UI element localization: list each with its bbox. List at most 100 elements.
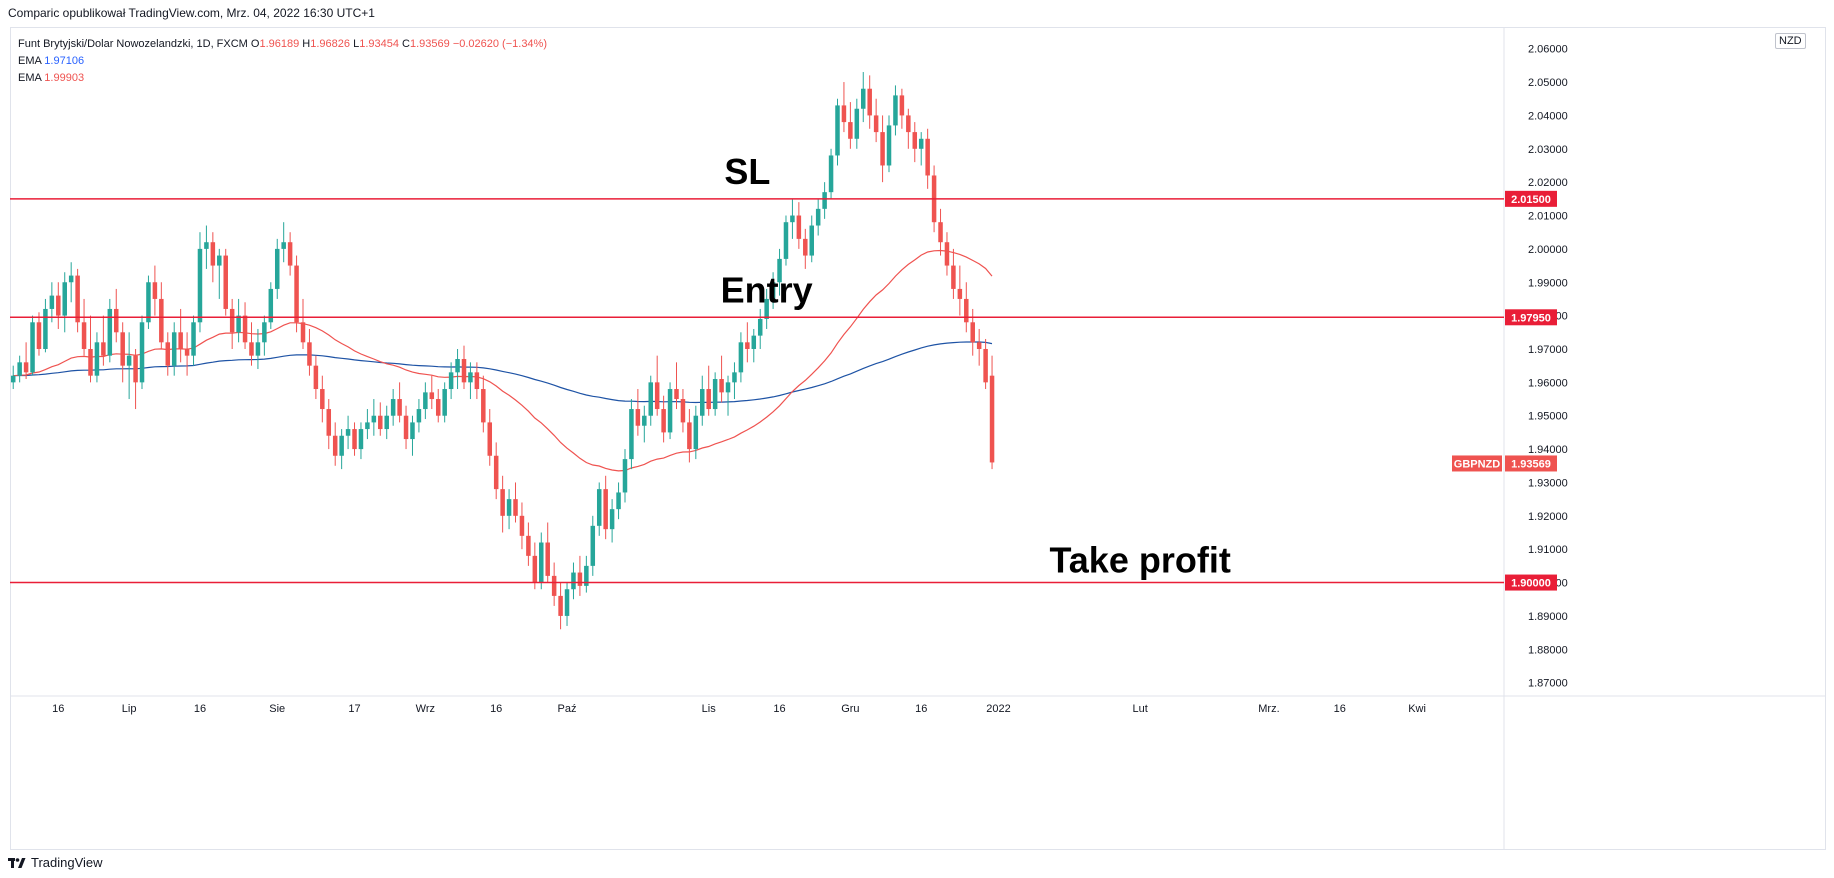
candle-body[interactable] bbox=[36, 322, 42, 349]
candle-body[interactable] bbox=[757, 318, 763, 336]
candle-body[interactable] bbox=[397, 399, 402, 416]
candle-body[interactable] bbox=[706, 389, 711, 410]
candle-body[interactable] bbox=[332, 435, 338, 456]
candle-body[interactable] bbox=[532, 555, 538, 583]
candle-body[interactable] bbox=[281, 242, 286, 249]
candle-body[interactable] bbox=[229, 308, 235, 333]
candle-body[interactable] bbox=[255, 342, 261, 356]
candle-body[interactable] bbox=[654, 382, 660, 410]
candle-body[interactable] bbox=[94, 342, 100, 376]
candle-body[interactable] bbox=[390, 399, 396, 416]
candle-body[interactable] bbox=[403, 415, 409, 440]
candle-body[interactable] bbox=[854, 108, 860, 139]
candle-body[interactable] bbox=[88, 348, 93, 376]
candle-body[interactable] bbox=[912, 132, 918, 149]
candle-body[interactable] bbox=[223, 255, 228, 309]
candle-body[interactable] bbox=[886, 125, 892, 166]
candle-body[interactable] bbox=[23, 362, 29, 373]
candle-body[interactable] bbox=[146, 282, 151, 323]
candle-body[interactable] bbox=[790, 215, 795, 223]
candle-body[interactable] bbox=[114, 308, 119, 333]
candle-body[interactable] bbox=[861, 88, 866, 109]
ema-slow-legend[interactable]: EMA 1.99903 bbox=[18, 70, 547, 87]
candle-body[interactable] bbox=[68, 275, 74, 283]
candle-body[interactable] bbox=[81, 322, 87, 349]
candle-body[interactable] bbox=[828, 155, 834, 193]
candle-body[interactable] bbox=[294, 265, 299, 323]
candle-body[interactable] bbox=[841, 105, 847, 123]
candle-body[interactable] bbox=[204, 242, 209, 249]
price-chart[interactable]: 1.87000 1.88000 1.89000 1.90000 1.91000 1.920… bbox=[10, 27, 1826, 850]
candle-body[interactable] bbox=[809, 225, 814, 256]
candle-body[interactable] bbox=[468, 372, 473, 383]
candle-body[interactable] bbox=[423, 392, 428, 410]
candle-body[interactable] bbox=[951, 265, 956, 289]
candle-body[interactable] bbox=[867, 88, 872, 116]
candle-body[interactable] bbox=[165, 342, 171, 366]
candle-body[interactable] bbox=[629, 409, 634, 460]
candle-body[interactable] bbox=[210, 242, 216, 266]
candle-body[interactable] bbox=[674, 389, 679, 400]
candle-body[interactable] bbox=[101, 342, 106, 356]
candle-body[interactable] bbox=[481, 389, 486, 423]
candle-body[interactable] bbox=[558, 595, 563, 616]
candle-body[interactable] bbox=[236, 315, 241, 333]
candle-body[interactable] bbox=[313, 365, 319, 390]
candle-body[interactable] bbox=[133, 355, 138, 383]
candle-body[interactable] bbox=[474, 372, 480, 390]
chart-pane[interactable]: 1.87000 1.88000 1.89000 1.90000 1.91000 1.920… bbox=[10, 27, 1826, 850]
candle-body[interactable] bbox=[667, 389, 673, 433]
candle-body[interactable] bbox=[944, 242, 950, 266]
candle-body[interactable] bbox=[622, 459, 628, 493]
candle-body[interactable] bbox=[551, 575, 557, 596]
candle-body[interactable] bbox=[62, 282, 67, 316]
candle-body[interactable] bbox=[712, 379, 718, 410]
candle-body[interactable] bbox=[539, 542, 544, 583]
currency-selector[interactable]: NZD bbox=[1775, 33, 1806, 49]
candle-body[interactable] bbox=[899, 95, 905, 116]
candle-body[interactable] bbox=[320, 389, 325, 410]
candle-body[interactable] bbox=[918, 138, 924, 149]
candle-body[interactable] bbox=[410, 422, 415, 440]
candle-body[interactable] bbox=[925, 138, 930, 176]
candle-body[interactable] bbox=[191, 322, 196, 356]
candle-body[interactable] bbox=[300, 322, 306, 343]
candle-body[interactable] bbox=[49, 295, 55, 309]
candle-body[interactable] bbox=[448, 372, 454, 390]
candle-body[interactable] bbox=[564, 589, 570, 616]
candle-body[interactable] bbox=[687, 422, 692, 450]
candle-body[interactable] bbox=[777, 258, 782, 283]
candle-body[interactable] bbox=[442, 389, 447, 416]
candle-body[interactable] bbox=[616, 492, 621, 510]
candle-body[interactable] bbox=[107, 308, 113, 356]
candle-body[interactable] bbox=[609, 509, 615, 530]
candle-body[interactable] bbox=[345, 429, 351, 436]
candle-body[interactable] bbox=[764, 298, 769, 319]
candle-body[interactable] bbox=[500, 489, 505, 516]
candle-body[interactable] bbox=[815, 208, 821, 226]
candle-body[interactable] bbox=[989, 375, 995, 463]
candle-body[interactable] bbox=[262, 322, 267, 343]
candle-body[interactable] bbox=[693, 415, 699, 450]
candle-body[interactable] bbox=[796, 215, 802, 239]
candle-body[interactable] bbox=[745, 342, 750, 349]
candle-body[interactable] bbox=[139, 322, 145, 383]
candle-body[interactable] bbox=[307, 342, 312, 366]
candle-body[interactable] bbox=[732, 372, 737, 383]
candle-body[interactable] bbox=[603, 489, 608, 530]
candle-body[interactable] bbox=[893, 95, 898, 126]
candle-body[interactable] bbox=[970, 322, 975, 343]
candle-body[interactable] bbox=[873, 115, 879, 133]
candle-body[interactable] bbox=[171, 332, 177, 366]
candle-body[interactable] bbox=[493, 455, 499, 490]
candle-body[interactable] bbox=[249, 342, 254, 356]
candle-body[interactable] bbox=[835, 105, 840, 156]
candle-body[interactable] bbox=[513, 499, 518, 516]
candle-body[interactable] bbox=[43, 308, 48, 349]
candle-body[interactable] bbox=[152, 282, 158, 299]
candle-body[interactable] bbox=[957, 288, 963, 299]
candle-body[interactable] bbox=[700, 389, 705, 416]
candle-body[interactable] bbox=[661, 409, 666, 433]
footer-brand[interactable]: TradingView bbox=[8, 852, 103, 874]
candle-body[interactable] bbox=[416, 409, 422, 423]
